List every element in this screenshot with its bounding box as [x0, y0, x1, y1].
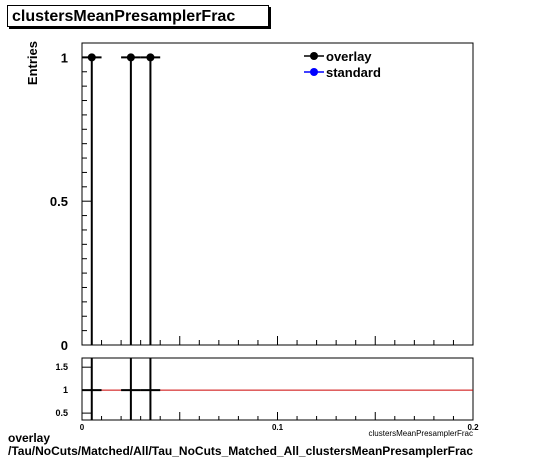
- footer-caption: overlay /Tau/NoCuts/Matched/All/Tau_NoCu…: [8, 432, 473, 458]
- data-point-marker: [146, 53, 155, 62]
- ratio-y-tick-label: 1.5: [55, 362, 68, 372]
- footer-line-1: overlay: [8, 431, 51, 445]
- histogram-title: clustersMeanPresamplerFrac: [7, 5, 269, 27]
- ratio-x-tick-label: 0: [80, 423, 85, 432]
- legend-marker: [310, 68, 318, 76]
- footer-line-2: /Tau/NoCuts/Matched/All/Tau_NoCuts_Match…: [8, 444, 474, 458]
- y-tick-label: 0.5: [50, 194, 68, 209]
- main-plot-frame: [81, 42, 474, 346]
- ratio-plot-frame: [81, 357, 474, 421]
- ratio-y-tick-label: 1: [63, 385, 68, 395]
- legend-label: overlay: [326, 49, 372, 64]
- legend-label: standard: [326, 65, 381, 80]
- legend-marker: [310, 52, 318, 60]
- ratio-y-tick-label: 0.5: [55, 408, 68, 418]
- y-tick-label: 1: [61, 50, 68, 65]
- x-axis-label: clustersMeanPresamplerFrac: [369, 429, 473, 438]
- ratio-x-tick-label: 0.1: [272, 423, 284, 432]
- data-point-marker: [126, 53, 135, 62]
- data-point-marker: [87, 53, 96, 62]
- y-axis-label: Entries: [25, 41, 40, 85]
- y-tick-label: 0: [61, 338, 68, 353]
- ratio-x-tick-label: 0.2: [467, 423, 479, 432]
